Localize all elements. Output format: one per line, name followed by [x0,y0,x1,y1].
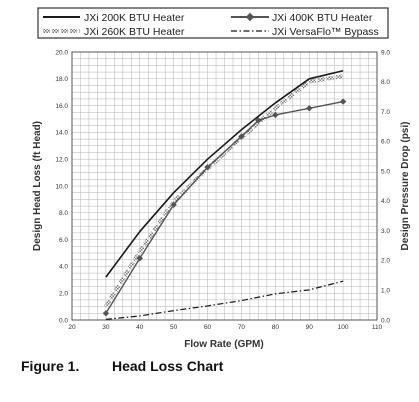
y-tick-label: 10.0 [55,183,68,190]
y2-tick-label: 6.0 [381,139,390,146]
legend-marker-400k [245,12,255,22]
series-layer [102,69,347,320]
x-tick-label: 40 [136,324,144,331]
y2-tick-label: 3.0 [381,228,390,235]
series-line-200k [105,69,344,278]
y-tick-label: 16.0 [55,103,68,110]
legend-label-200k: JXi 200K BTU Heater [84,12,185,24]
x-tick-label: 60 [204,324,212,331]
legend-label-versaflo: JXi VersaFlo™ Bypass [272,26,379,38]
y-tick-label: 6.0 [59,237,68,244]
series-point-400k [204,164,211,171]
series-line-260k [104,74,344,308]
series-point-400k [272,111,279,119]
y-tick-label: 18.0 [55,76,68,83]
y-axis-label: Design Head Loss (ft Head) [32,121,43,251]
series-point-400k [339,98,347,105]
series-line-versaflo [105,280,344,320]
y2-tick-label: 5.0 [381,168,390,175]
x-tick-label: 70 [238,324,246,331]
tick-labels: 20 30 40 50 60 70 80 90 100 1100.02.04.06.08.010.… [55,49,390,331]
x-tick-label: 90 [306,324,314,331]
y-tick-label: 8.0 [59,210,68,217]
y2-tick-label: 9.0 [381,49,390,56]
x-tick-label: 30 [102,324,110,331]
figure-caption: Figure 1. Head Loss Chart [21,358,223,374]
y2-tick-label: 7.0 [381,109,390,116]
x-tick-label: 20 [68,324,76,331]
series-point-400k [255,117,262,124]
x-tick-label: 50 [170,324,178,331]
x-tick-label: 80 [272,324,280,331]
series-point-400k [136,255,143,262]
plot-border [71,51,378,321]
legend-label-400k: JXi 400K BTU Heater [272,12,373,24]
y-tick-label: 20.0 [55,49,68,56]
x-tick-label: 110 [372,324,383,331]
chart-legend: JXi 200K BTU Heater JXi 400K BTU Heater … [37,7,389,39]
y-tick-label: 14.0 [55,130,68,137]
y2-tick-label: 0.0 [381,317,390,324]
x-axis-label: Flow Rate (GPM) [184,339,263,350]
legend-box [37,7,389,39]
series-point-400k [102,310,110,317]
y2-tick-label: 8.0 [381,79,390,86]
y2-tick-label: 2.0 [381,258,390,265]
series-point-400k [306,105,313,112]
series-point-400k [170,201,177,208]
figure-label: Figure 1. [21,358,80,374]
y-tick-label: 2.0 [59,291,68,298]
y2-tick-label: 4.0 [381,198,390,205]
x-tick-label: 100 [338,324,349,331]
y-tick-label: 4.0 [59,264,68,271]
figure-title: Head Loss Chart [112,358,224,374]
grid-layer [71,51,378,321]
y2-axis-label: Design Pressure Drop (psi) [400,122,411,251]
series-point-400k [238,133,245,140]
legend-label-260k: JXi 260K BTU Heater [84,26,185,38]
y2-tick-label: 1.0 [381,288,390,295]
y-tick-label: 0.0 [59,317,68,324]
y-tick-label: 12.0 [55,157,68,164]
